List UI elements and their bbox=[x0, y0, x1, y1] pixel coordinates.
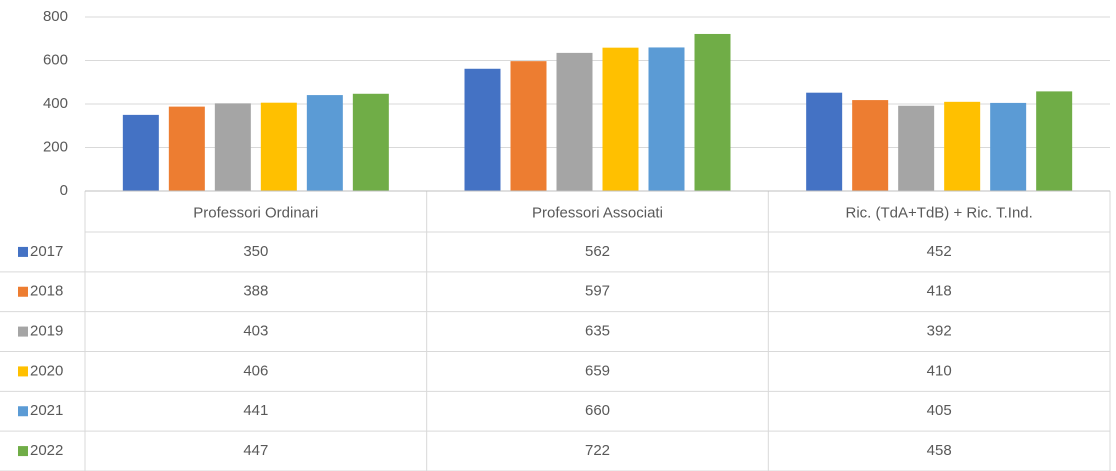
table-value: 418 bbox=[927, 283, 952, 300]
table-value: 403 bbox=[243, 323, 268, 340]
legend-label: 2019 bbox=[30, 323, 63, 340]
y-tick-label: 0 bbox=[60, 182, 68, 199]
bar bbox=[214, 103, 251, 191]
bar bbox=[122, 114, 159, 191]
legend-key bbox=[18, 246, 28, 257]
legend-label: 2017 bbox=[30, 243, 63, 260]
bar bbox=[260, 102, 297, 191]
bar bbox=[306, 95, 343, 191]
bar bbox=[694, 33, 731, 192]
bar bbox=[602, 47, 639, 192]
table-value: 441 bbox=[243, 402, 268, 419]
legend-key bbox=[18, 326, 28, 337]
table-value: 597 bbox=[585, 283, 610, 300]
y-tick-label: 800 bbox=[43, 8, 68, 25]
table-value: 405 bbox=[927, 402, 952, 419]
bar bbox=[944, 101, 981, 191]
x-tick-label: Professori Associati bbox=[532, 204, 663, 221]
table-value: 635 bbox=[585, 323, 610, 340]
table-value: 722 bbox=[585, 442, 610, 459]
bar bbox=[648, 47, 685, 192]
bar bbox=[898, 105, 935, 191]
table-value: 447 bbox=[243, 442, 268, 459]
legend-key bbox=[18, 366, 28, 377]
legend-label: 2022 bbox=[30, 442, 63, 459]
bar bbox=[806, 92, 843, 191]
x-tick-label: Professori Ordinari bbox=[193, 204, 318, 221]
table-value: 406 bbox=[243, 362, 268, 379]
x-tick-label: Ric. (TdA+TdB) + Ric. T.Ind. bbox=[846, 204, 1033, 221]
table-value: 388 bbox=[243, 283, 268, 300]
table-value: 562 bbox=[585, 243, 610, 260]
bar bbox=[352, 93, 389, 191]
y-tick-label: 200 bbox=[43, 138, 68, 155]
bar bbox=[1036, 91, 1073, 191]
bar bbox=[510, 61, 547, 192]
bar bbox=[852, 100, 889, 191]
legend-label: 2018 bbox=[30, 283, 63, 300]
table-value: 660 bbox=[585, 402, 610, 419]
bar bbox=[168, 106, 205, 191]
y-tick-label: 600 bbox=[43, 51, 68, 68]
table-value: 659 bbox=[585, 362, 610, 379]
table-value: 410 bbox=[927, 362, 952, 379]
legend-label: 2020 bbox=[30, 362, 63, 379]
legend-key bbox=[18, 446, 28, 457]
y-tick-label: 400 bbox=[43, 95, 68, 112]
bar bbox=[990, 102, 1027, 191]
legend-key bbox=[18, 286, 28, 297]
legend-label: 2021 bbox=[30, 402, 63, 419]
bar bbox=[464, 68, 501, 191]
table-value: 452 bbox=[927, 243, 952, 260]
table-value: 458 bbox=[927, 442, 952, 459]
table-value: 392 bbox=[927, 323, 952, 340]
bar bbox=[556, 52, 593, 192]
table-value: 350 bbox=[243, 243, 268, 260]
legend-key bbox=[18, 406, 28, 417]
